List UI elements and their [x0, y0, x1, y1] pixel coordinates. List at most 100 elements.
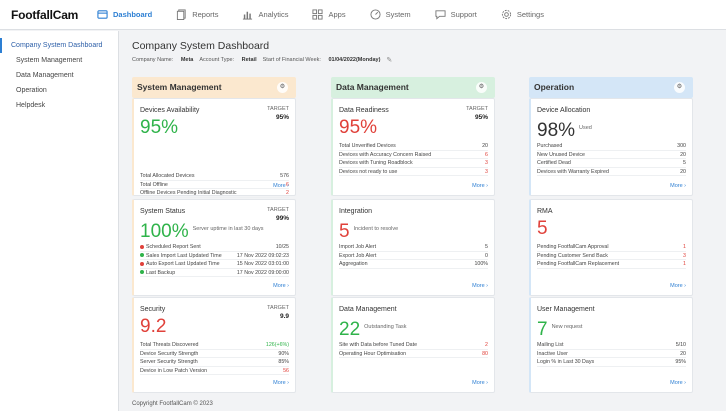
- metric-label: Auto Export Last Updated Time: [140, 260, 220, 268]
- more-link[interactable]: More ›: [670, 183, 686, 189]
- metric-label: Purchased: [537, 143, 563, 149]
- metric-row: Device in Low Patch Version 56: [140, 367, 289, 375]
- big-metric-caption: Used: [579, 125, 592, 131]
- metric-value: 5: [683, 160, 686, 166]
- metric-label: Login % in Last 30 Days: [537, 359, 595, 365]
- nav-reports-label: Reports: [192, 10, 219, 19]
- sidebar-item-system-management[interactable]: System Management: [16, 57, 83, 64]
- top-nav-bar: FootfallCam Dashboard Reports Analytics …: [0, 0, 726, 30]
- metric-row: Sales Import Last Updated Time 17 Nov 202…: [140, 252, 289, 260]
- metric-label-text: Auto Export Last Updated Time: [146, 261, 220, 267]
- page-title: Company System Dashboard: [132, 40, 270, 52]
- metric-label: Pending FootfallCam Approval: [537, 244, 609, 250]
- more-link[interactable]: More ›: [670, 283, 686, 289]
- logo[interactable]: FootfallCam: [11, 7, 79, 22]
- metric-value: 80: [482, 350, 488, 357]
- metric-value: 3: [485, 160, 488, 166]
- metric-row: Auto Export Last Updated Time 15 Nov 2022…: [140, 260, 289, 269]
- sidebar-item-helpdesk[interactable]: Helpdesk: [16, 102, 46, 109]
- metric-label: Devices with Warranty Expired: [537, 168, 609, 175]
- card-title: RMA: [537, 208, 553, 215]
- metric-row: Export Job Alert 0: [339, 252, 488, 260]
- nav-dashboard[interactable]: Dashboard: [97, 0, 152, 30]
- more-link[interactable]: More ›: [472, 283, 488, 289]
- target-value: 95%: [474, 114, 488, 121]
- metric-value: 0: [485, 252, 488, 259]
- big-metric-value: 5: [537, 218, 548, 239]
- big-metric: 5: [537, 219, 548, 239]
- main-nav: Dashboard Reports Analytics Apps System …: [97, 0, 568, 30]
- nav-analytics[interactable]: Analytics: [242, 0, 288, 30]
- metric-row: Login % in Last 30 Days 95%: [537, 358, 686, 367]
- target-value: 95%: [275, 114, 289, 121]
- more-link[interactable]: More ›: [273, 283, 289, 289]
- metric-value: 1: [683, 244, 686, 250]
- big-metric: 22 Outstanding Task: [339, 317, 407, 340]
- edit-icon[interactable]: ✎: [386, 57, 393, 64]
- column-settings-icon[interactable]: ⚙: [277, 82, 288, 93]
- metric-label: Operating Hour Optimisation: [339, 350, 407, 357]
- big-metric: 95%: [339, 118, 377, 138]
- card-title: Security: [140, 306, 166, 313]
- financial-week-value: 01/04/2022(Monday): [328, 57, 381, 63]
- metric-label-text: Last Backup: [146, 269, 176, 276]
- target-label: TARGET: [267, 106, 289, 112]
- big-metric-value: 9.2: [140, 316, 167, 337]
- more-link[interactable]: More ›: [670, 380, 686, 386]
- sidebar: Company System Dashboard System Manageme…: [0, 31, 119, 411]
- metric-rows: Scheduled Report Sent 10/25 Sales Import …: [140, 243, 289, 277]
- column-settings-icon[interactable]: ⚙: [476, 82, 487, 93]
- financial-week: Start of Financial Week: 01/04/2022(Mond…: [263, 57, 381, 63]
- metric-row: Total Offline 6: [140, 181, 289, 189]
- nav-settings-label: Settings: [516, 10, 544, 19]
- metric-label: Aggregation: [339, 261, 368, 267]
- sidebar-item-company-dashboard[interactable]: Company System Dashboard: [0, 38, 118, 53]
- column-header-system-management: System Management ⚙: [132, 77, 296, 98]
- big-metric: 100% Server uptime in last 30 days: [140, 219, 264, 242]
- sidebar-item-operation[interactable]: Operation: [16, 87, 47, 94]
- nav-apps[interactable]: Apps: [312, 0, 346, 30]
- metric-label: Mailing List: [537, 342, 564, 348]
- metric-row: Devices not ready to use 3: [339, 168, 488, 176]
- metric-label: New Unused Device: [537, 151, 585, 158]
- metric-label: Last Backup: [140, 269, 175, 277]
- column-header-data-management: Data Management ⚙: [331, 77, 495, 98]
- card-device-allocation: Device Allocation 98% Used Purchased 300 N…: [529, 98, 693, 196]
- metric-value: 5: [485, 244, 488, 250]
- metric-row: Pending Customer Send Back 3: [537, 252, 686, 260]
- target: TARGET 95%: [466, 106, 488, 121]
- nav-system[interactable]: System: [370, 0, 411, 30]
- column-settings-icon[interactable]: ⚙: [674, 82, 685, 93]
- metric-value: 126(+6%): [265, 342, 289, 348]
- more-link[interactable]: More ›: [472, 380, 488, 386]
- sidebar-item-data-management[interactable]: Data Management: [16, 72, 74, 79]
- nav-reports[interactable]: Reports: [176, 0, 218, 30]
- metric-rows: Purchased 300 New Unused Device 20 Certifi…: [537, 142, 686, 176]
- big-metric-value: 100%: [140, 221, 189, 242]
- card-title: System Status: [140, 208, 186, 215]
- big-metric-value: 22: [339, 319, 361, 340]
- metric-rows: Total Allocated Devices 576 Total Offline…: [140, 172, 289, 198]
- main-content: Company System Dashboard Company Name: M…: [119, 31, 726, 411]
- nav-support-label: Support: [450, 10, 477, 19]
- status-dot-red: [140, 244, 144, 249]
- big-metric-value: 7: [537, 319, 548, 340]
- nav-support[interactable]: Support: [435, 0, 477, 30]
- company-name-label: Company Name:: [132, 57, 174, 63]
- metric-label: Server Security Strength: [140, 359, 198, 365]
- metric-row: Scheduled Report Sent 10/25: [140, 243, 289, 252]
- more-link[interactable]: More ›: [273, 380, 289, 386]
- metric-value: 17 Nov 2022 09:00:00: [236, 269, 289, 276]
- metric-label-text: Scheduled Report Sent: [146, 244, 201, 250]
- more-link[interactable]: More ›: [273, 183, 289, 189]
- metric-label: Device Security Strength: [140, 350, 199, 357]
- metric-value: 6: [485, 151, 488, 158]
- account-type: Account Type: Retail: [199, 57, 256, 63]
- metric-value: 20: [680, 168, 686, 175]
- more-link[interactable]: More ›: [472, 183, 488, 189]
- metric-row: Pending FootfallCam Replacement 1: [537, 260, 686, 269]
- metric-label: Pending Customer Send Back: [537, 252, 608, 259]
- nav-settings[interactable]: Settings: [501, 0, 544, 30]
- metric-row: Devices with Accuracy Concern Raised 6: [339, 151, 488, 159]
- metric-row: Certified Dead 5: [537, 159, 686, 168]
